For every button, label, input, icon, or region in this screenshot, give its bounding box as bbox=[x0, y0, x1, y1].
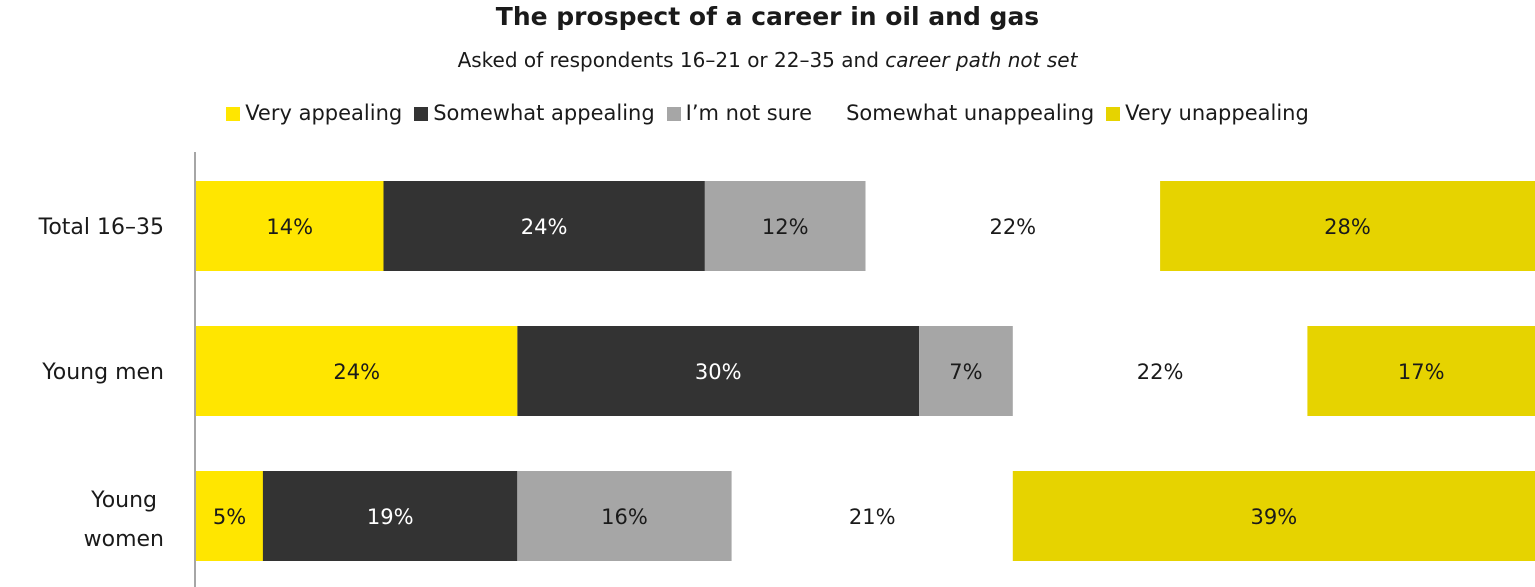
bar-segment bbox=[1012, 471, 1535, 561]
category-label: Young men bbox=[41, 360, 164, 385]
legend-swatch bbox=[414, 107, 429, 121]
legend: Very appealing Somewhat appealing I’m not … bbox=[0, 100, 1535, 125]
legend-label: Somewhat unappealing bbox=[846, 101, 1095, 125]
subtitle-text: Asked of respondents 16–21 or 22–35 and bbox=[457, 48, 886, 72]
legend-item: Somewhat unappealing bbox=[846, 101, 1094, 125]
bar-segment bbox=[196, 326, 518, 416]
bar-segment bbox=[262, 471, 518, 561]
bar-segment bbox=[1307, 326, 1535, 416]
data-label: 16% bbox=[601, 505, 648, 529]
category-label: Total 16–35 bbox=[38, 215, 164, 240]
data-label: 24% bbox=[521, 215, 568, 239]
legend-item: Very unappealing bbox=[1106, 101, 1309, 125]
legend-swatch bbox=[666, 107, 681, 121]
legend-item: I’m not sure bbox=[666, 101, 813, 125]
data-label: 21% bbox=[849, 505, 896, 529]
data-label: 28% bbox=[1324, 215, 1371, 239]
data-label: 22% bbox=[989, 215, 1036, 239]
chart-title: The prospect of a career in oil and gas bbox=[495, 2, 1040, 31]
data-label: 24% bbox=[333, 360, 380, 384]
data-label: 7% bbox=[949, 360, 982, 384]
subtitle-emphasis: career path not set bbox=[885, 48, 1078, 72]
data-label: 17% bbox=[1398, 360, 1445, 384]
bar-segment bbox=[704, 181, 866, 271]
bar-segment bbox=[196, 471, 263, 561]
chart-subtitle: Asked of respondents 16–21 or 22–35 and … bbox=[0, 48, 1535, 72]
bar-segment bbox=[517, 471, 732, 561]
legend-label: I’m not sure bbox=[685, 101, 813, 125]
bar-segment bbox=[1160, 181, 1535, 271]
legend-label: Somewhat appealing bbox=[433, 101, 655, 125]
legend-item: Somewhat appealing bbox=[414, 101, 655, 125]
data-label: 22% bbox=[1137, 360, 1184, 384]
legend-label: Very appealing bbox=[245, 101, 403, 125]
bar-segment bbox=[517, 326, 920, 416]
data-label: 30% bbox=[695, 360, 742, 384]
legend-item: Very appealing bbox=[226, 101, 402, 125]
data-label: 14% bbox=[266, 215, 313, 239]
data-label: 19% bbox=[367, 505, 414, 529]
legend-swatch bbox=[1106, 107, 1121, 121]
data-label: 12% bbox=[762, 215, 809, 239]
legend-swatch bbox=[226, 107, 241, 121]
bar-segment bbox=[919, 326, 1013, 416]
data-label: 39% bbox=[1251, 505, 1298, 529]
bar-segment bbox=[383, 181, 705, 271]
bar-segment bbox=[196, 181, 384, 271]
data-label: 5% bbox=[213, 505, 246, 529]
legend-label: Very unappealing bbox=[1125, 101, 1309, 125]
category-label: Young women bbox=[84, 488, 164, 552]
